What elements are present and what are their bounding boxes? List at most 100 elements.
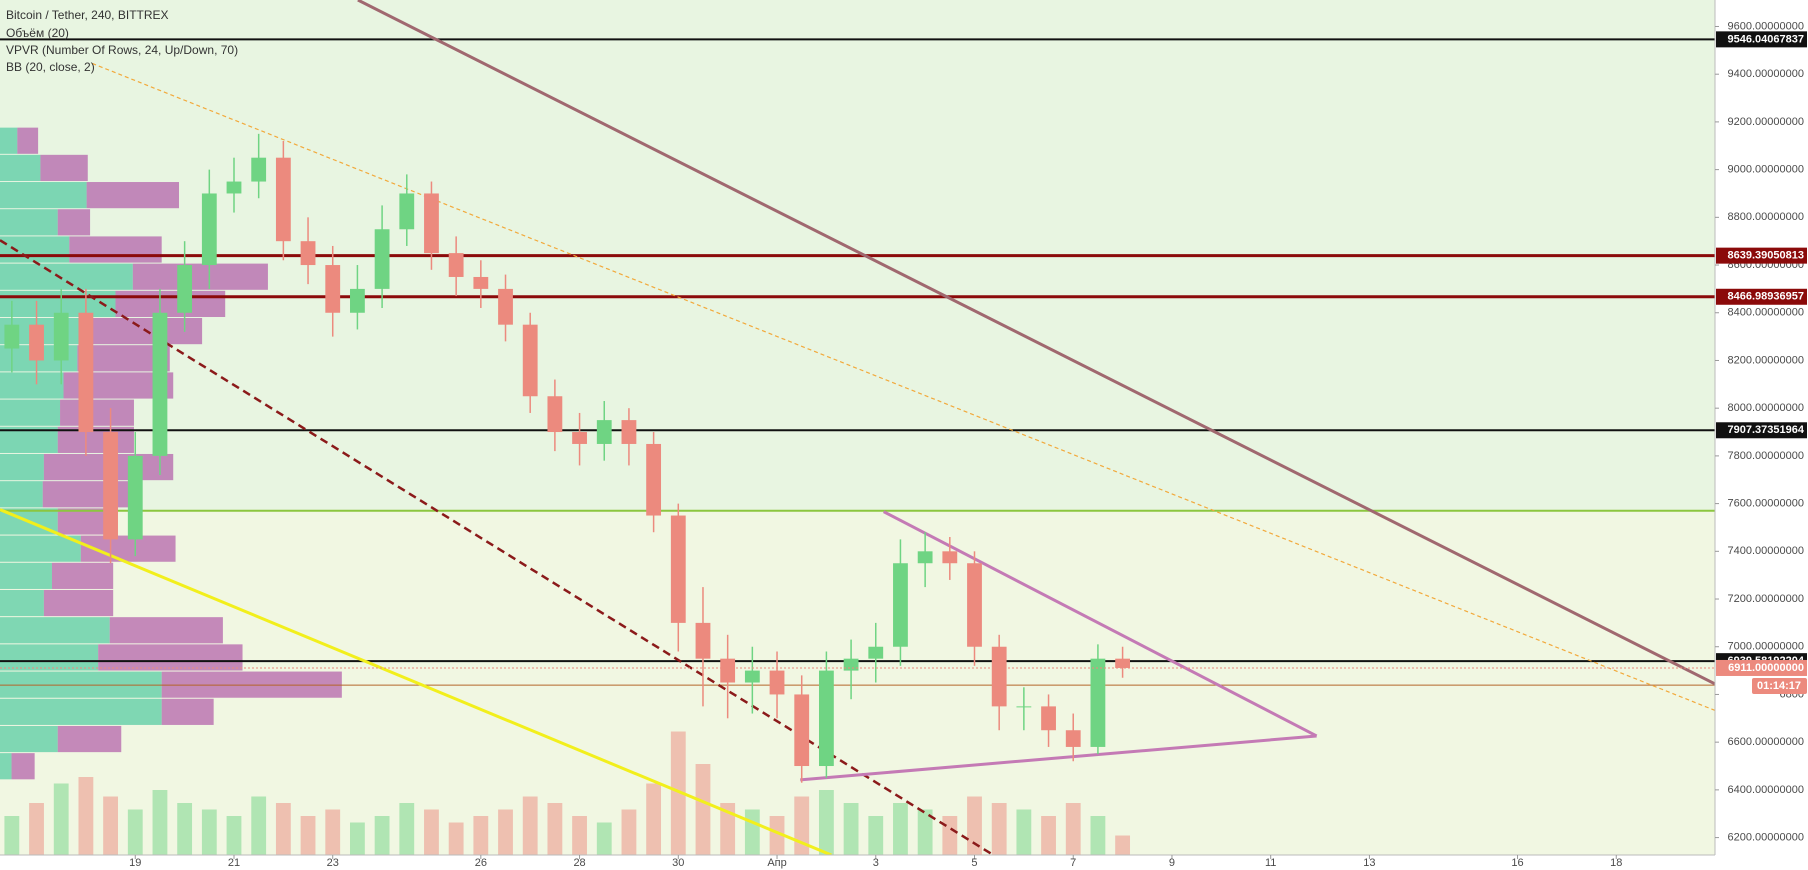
- vpvr-up: [0, 372, 64, 399]
- vpvr-up: [0, 290, 116, 318]
- candle-body: [769, 670, 785, 695]
- y-tick-label: 8000.00000000: [1728, 402, 1804, 414]
- vpvr-up: [0, 725, 58, 753]
- y-tick-label: 8200.00000000: [1728, 354, 1804, 366]
- plot-area: [0, 0, 1715, 855]
- y-tick-label: 6600.00000000: [1728, 736, 1804, 748]
- candle-body: [275, 157, 291, 242]
- legend: Bitcoin / Tether, 240, BITTREX Объём (20…: [6, 8, 238, 74]
- volume-bar: [522, 796, 538, 855]
- y-tick-label: 9000.00000000: [1728, 164, 1804, 176]
- candle-body: [374, 229, 390, 289]
- y-tick-label: 7600.00000000: [1728, 498, 1804, 510]
- candle-body: [1090, 658, 1106, 747]
- volume-bar: [646, 783, 662, 855]
- last-price-label: 6911.00000000: [1728, 662, 1804, 674]
- volume-bar: [300, 816, 316, 855]
- y-tick-label: 8400.00000000: [1728, 307, 1804, 319]
- candle-body: [1016, 706, 1032, 708]
- vpvr-down: [98, 644, 243, 671]
- trendline: [800, 734, 1317, 782]
- x-tick-label: 28: [573, 857, 585, 869]
- candle-body: [1041, 706, 1056, 731]
- candle-body: [522, 324, 538, 397]
- candle-body: [646, 443, 662, 516]
- y-tick-label: 9400.00000000: [1728, 68, 1804, 80]
- volume-bar: [251, 796, 267, 855]
- volume-bar: [78, 777, 94, 855]
- vpvr-up: [0, 535, 81, 562]
- volume-bar: [53, 783, 69, 855]
- volume-bar: [177, 803, 193, 855]
- volume-bar: [226, 816, 242, 855]
- volume-bar: [967, 796, 982, 855]
- x-tick-label: 7: [1070, 857, 1076, 869]
- x-tick-label: 9: [1169, 857, 1175, 869]
- volume-bar: [473, 816, 489, 855]
- vpvr-up: [0, 236, 70, 263]
- volume-bar: [350, 822, 365, 855]
- candle-body: [843, 658, 859, 671]
- candle-body: [103, 432, 118, 540]
- volume-bar: [374, 816, 390, 855]
- candle-body: [596, 420, 612, 444]
- countdown-box: [1752, 677, 1807, 694]
- volume-bar: [917, 809, 933, 855]
- volume-bar: [621, 809, 637, 855]
- vpvr-down: [40, 154, 88, 182]
- x-tick-label: 3: [873, 857, 879, 869]
- candle-body: [967, 563, 982, 647]
- vpvr-up: [0, 209, 58, 236]
- vpvr-down: [51, 562, 114, 589]
- volume-bar: [127, 809, 143, 855]
- volume-bar: [818, 790, 834, 855]
- y-tick-label: 9200.00000000: [1728, 116, 1804, 128]
- vpvr-up: [0, 698, 162, 725]
- trendline: [357, 0, 1715, 686]
- trendline: [0, 508, 832, 855]
- volume-bar: [399, 803, 415, 855]
- candle-body: [448, 253, 464, 277]
- volume-bar: [843, 803, 859, 855]
- candle-body: [226, 181, 242, 194]
- vpvr-up: [0, 562, 52, 589]
- level-label-box: [1716, 288, 1807, 305]
- level-label-box: [1716, 422, 1807, 439]
- volume-bar: [547, 803, 563, 855]
- vpvr-down: [161, 698, 214, 725]
- volume-bar: [769, 816, 785, 855]
- candle-body: [177, 265, 193, 313]
- volume-bar: [448, 822, 464, 855]
- vpvr-up: [0, 263, 133, 290]
- candle-body: [572, 432, 587, 444]
- candle-body: [251, 157, 267, 182]
- volume-bar: [695, 764, 711, 855]
- x-tick-label: 18: [1610, 857, 1622, 869]
- level-label-box: [1716, 247, 1807, 264]
- last-price-box: [1716, 659, 1807, 676]
- candle-body: [868, 646, 884, 659]
- vpvr-down: [132, 263, 268, 290]
- volume-bar: [670, 731, 686, 855]
- y-tick-label: 7400.00000000: [1728, 545, 1804, 557]
- chart-title: Bitcoin / Tether, 240, BITTREX: [6, 8, 169, 22]
- volume-bar: [152, 790, 168, 855]
- indicator-label: VPVR (Number Of Rows, 24, Up/Down, 70): [6, 43, 238, 57]
- candle-body: [547, 396, 563, 433]
- volume-bar: [596, 822, 612, 855]
- vpvr-down: [57, 725, 122, 753]
- vpvr-up: [0, 481, 43, 508]
- candle-body: [498, 288, 513, 325]
- vpvr-down: [57, 209, 91, 236]
- vpvr-down: [60, 399, 134, 426]
- candle-body: [720, 658, 736, 683]
- candle-body: [991, 646, 1007, 707]
- vpvr-up: [0, 127, 18, 154]
- x-tick-label: 21: [228, 857, 240, 869]
- candle-body: [621, 420, 637, 444]
- x-tick-label: 19: [129, 857, 141, 869]
- volume-bar: [1041, 816, 1056, 855]
- vpvr-down: [11, 753, 35, 780]
